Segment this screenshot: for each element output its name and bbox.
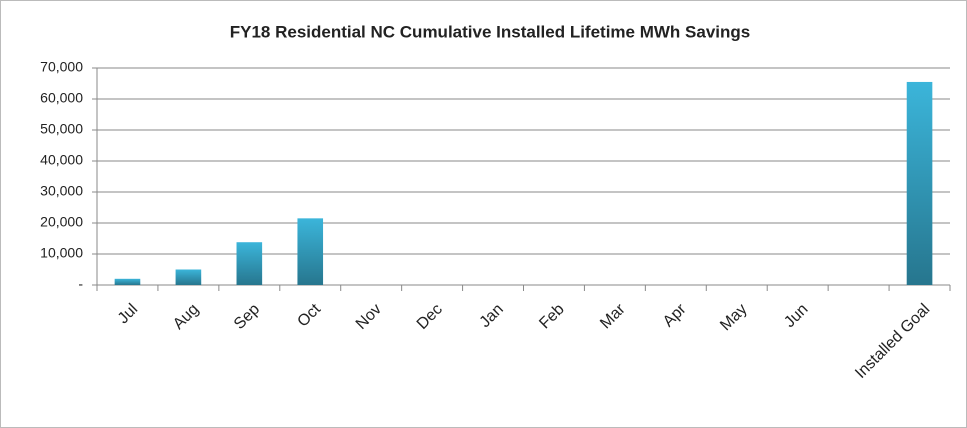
bar-shade: [236, 242, 263, 285]
y-tick-label: 60,000: [40, 90, 83, 106]
y-tick-label: 10,000: [40, 245, 83, 261]
y-tick-label: 30,000: [40, 183, 83, 199]
bar-shade: [175, 269, 202, 285]
bar-shade: [114, 278, 141, 285]
y-tick-label: 50,000: [40, 121, 83, 137]
bar-shade: [297, 218, 324, 285]
chart-title: FY18 Residential NC Cumulative Installed…: [230, 22, 751, 41]
y-tick-label: 20,000: [40, 214, 83, 230]
y-tick-label: -: [78, 276, 83, 292]
y-tick-label: 70,000: [40, 59, 83, 75]
y-tick-label: 40,000: [40, 152, 83, 168]
bar-shade: [906, 81, 933, 285]
